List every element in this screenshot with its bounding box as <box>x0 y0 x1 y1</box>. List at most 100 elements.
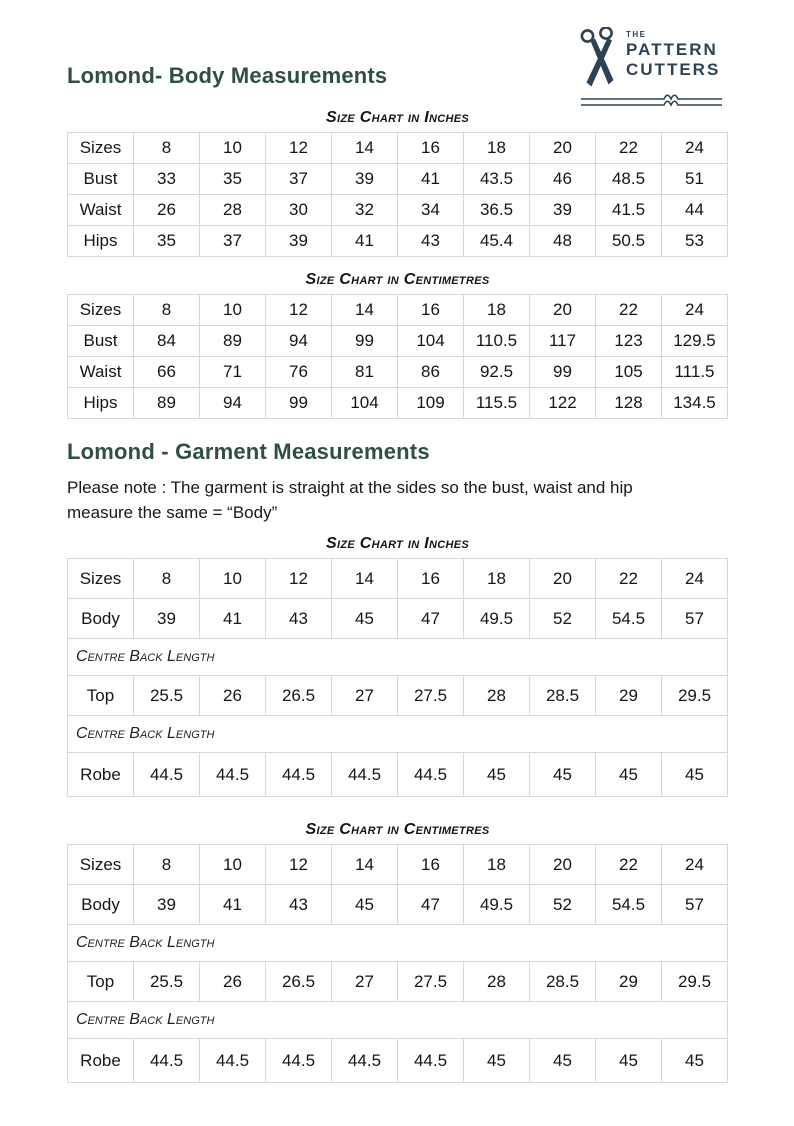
value-cell: 110.5 <box>463 325 530 357</box>
value-cell: 71 <box>199 356 266 388</box>
value-cell: 49.5 <box>463 884 530 925</box>
value-cell: 8 <box>133 294 200 326</box>
garment-cm-caption: Size Chart in Centimetres <box>305 821 490 838</box>
value-cell: 20 <box>529 558 596 599</box>
table-row: Body 39 41 43 45 47 49.5 52 54.5 57 <box>67 884 728 925</box>
value-cell: 52 <box>529 598 596 639</box>
value-cell: 18 <box>463 294 530 326</box>
value-cell: 27 <box>331 961 398 1002</box>
value-cell: 57 <box>661 598 728 639</box>
table-row: Waist 66 71 76 81 86 92.5 99 105 111.5 <box>67 356 728 388</box>
table-row: Body 39 41 43 45 47 49.5 52 54.5 57 <box>67 598 728 639</box>
value-cell: 29.5 <box>661 961 728 1002</box>
value-cell: 111.5 <box>661 356 728 388</box>
table-row: Sizes 8 10 12 14 16 18 20 22 24 <box>67 558 728 599</box>
value-cell: 45 <box>331 598 398 639</box>
value-cell: 26 <box>199 675 266 716</box>
table-row: Centre Back Length <box>67 924 728 962</box>
value-cell: 94 <box>265 325 332 357</box>
logo-word-pattern: PATTERN <box>626 40 718 59</box>
value-cell: 45 <box>463 1038 530 1083</box>
row-label-cell: Body <box>67 598 134 639</box>
value-cell: 76 <box>265 356 332 388</box>
row-label-cell: Waist <box>67 194 134 226</box>
value-cell: 8 <box>133 558 200 599</box>
row-label-cell: Sizes <box>67 844 134 885</box>
value-cell: 44.5 <box>133 752 200 797</box>
value-cell: 37 <box>199 225 266 257</box>
value-cell: 27 <box>331 675 398 716</box>
value-cell: 28 <box>463 675 530 716</box>
logo-top: THE PATTERN CUTTERS <box>579 27 724 91</box>
value-cell: 89 <box>199 325 266 357</box>
value-cell: 45 <box>595 752 662 797</box>
value-cell: 92.5 <box>463 356 530 388</box>
value-cell: 26 <box>133 194 200 226</box>
row-label-cell: Top <box>67 675 134 716</box>
value-cell: 104 <box>331 387 398 419</box>
value-cell: 29 <box>595 961 662 1002</box>
value-cell: 8 <box>133 844 200 885</box>
value-cell: 122 <box>529 387 596 419</box>
value-cell: 134.5 <box>661 387 728 419</box>
value-cell: 44.5 <box>397 1038 464 1083</box>
row-label-cell: Sizes <box>67 294 134 326</box>
value-cell: 44.5 <box>133 1038 200 1083</box>
value-cell: 22 <box>595 294 662 326</box>
row-label-cell: Robe <box>67 752 134 797</box>
value-cell: 44.5 <box>199 752 266 797</box>
value-cell: 34 <box>397 194 464 226</box>
value-cell: 44.5 <box>265 752 332 797</box>
value-cell: 105 <box>595 356 662 388</box>
logo-zigzag-lines <box>581 94 722 107</box>
value-cell: 43 <box>265 884 332 925</box>
value-cell: 24 <box>661 844 728 885</box>
page-content: Lomond- Body Measurements Size Chart in … <box>67 63 728 1083</box>
row-label-cell: Hips <box>67 225 134 257</box>
value-cell: 44.5 <box>331 752 398 797</box>
value-cell: 44.5 <box>331 1038 398 1083</box>
row-label-cell: Bust <box>67 163 134 195</box>
row-label-cell: Body <box>67 884 134 925</box>
table-row: Hips 89 94 99 104 109 115.5 122 128 134.5 <box>67 387 728 419</box>
garment-inches-caption: Size Chart in Inches <box>326 535 469 552</box>
value-cell: 86 <box>397 356 464 388</box>
garment-note: Please note : The garment is straight at… <box>67 475 728 525</box>
logo-text: THE PATTERN CUTTERS <box>626 27 720 80</box>
value-cell: 16 <box>397 132 464 164</box>
value-cell: 45 <box>661 1038 728 1083</box>
value-cell: 35 <box>199 163 266 195</box>
value-cell: 18 <box>463 132 530 164</box>
scissors-icon <box>580 27 614 87</box>
value-cell: 20 <box>529 294 596 326</box>
value-cell: 53 <box>661 225 728 257</box>
value-cell: 24 <box>661 294 728 326</box>
value-cell: 48 <box>529 225 596 257</box>
value-cell: 94 <box>199 387 266 419</box>
value-cell: 43 <box>265 598 332 639</box>
logo-the: THE <box>626 30 647 39</box>
value-cell: 28 <box>463 961 530 1002</box>
value-cell: 26.5 <box>265 675 332 716</box>
value-cell: 39 <box>265 225 332 257</box>
value-cell: 8 <box>133 132 200 164</box>
table-row: Centre Back Length <box>67 715 728 753</box>
value-cell: 14 <box>331 844 398 885</box>
value-cell: 26 <box>199 961 266 1002</box>
value-cell: 39 <box>529 194 596 226</box>
garment-note-line2: measure the same = “Body” <box>67 503 278 522</box>
value-cell: 33 <box>133 163 200 195</box>
table-row: Robe 44.5 44.5 44.5 44.5 44.5 45 45 45 45 <box>67 1038 728 1083</box>
value-cell: 66 <box>133 356 200 388</box>
table-row: Centre Back Length <box>67 638 728 676</box>
value-cell: 14 <box>331 294 398 326</box>
value-cell: 10 <box>199 294 266 326</box>
value-cell: 28.5 <box>529 675 596 716</box>
value-cell: 12 <box>265 844 332 885</box>
value-cell: 29 <box>595 675 662 716</box>
value-cell: 29.5 <box>661 675 728 716</box>
value-cell: 117 <box>529 325 596 357</box>
body-cm-caption: Size Chart in Centimetres <box>305 271 490 288</box>
value-cell: 24 <box>661 558 728 599</box>
value-cell: 45 <box>529 752 596 797</box>
